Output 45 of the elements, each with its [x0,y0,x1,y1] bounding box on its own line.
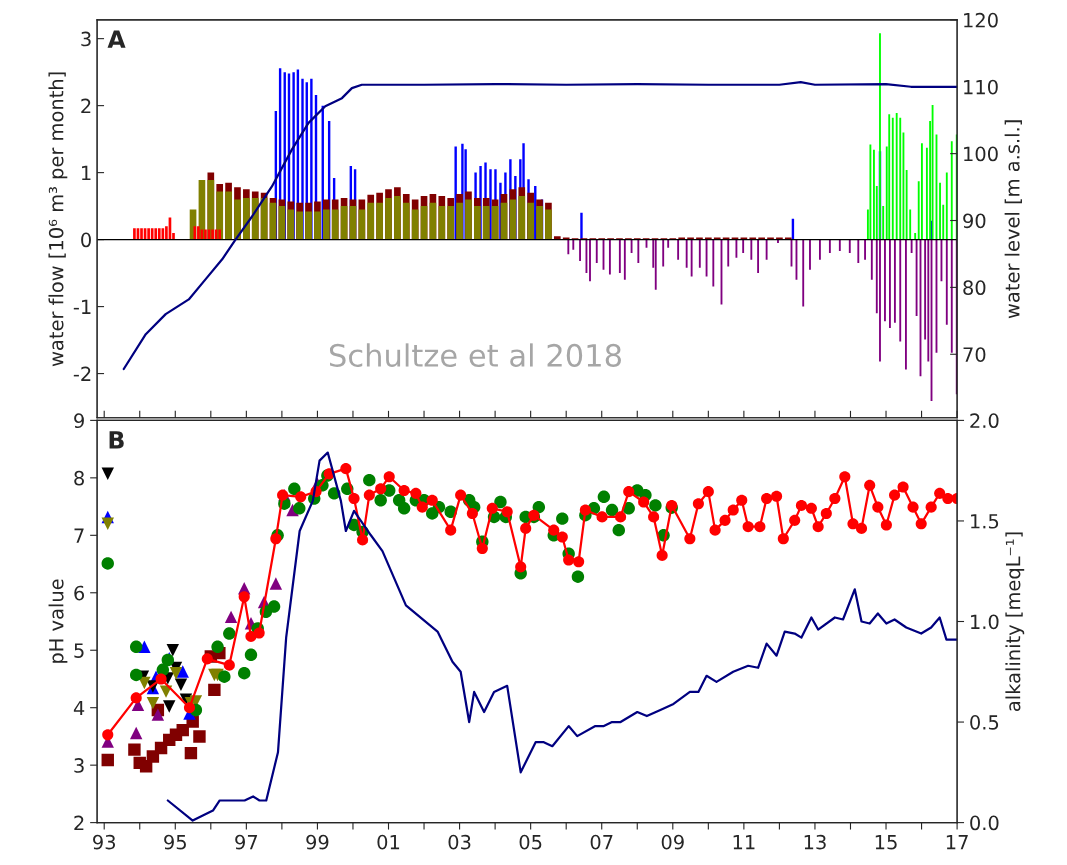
x-tick-label: 13 [804,834,826,850]
y-tick-label: -2 [73,366,91,381]
x-tick-label: 99 [306,834,329,850]
x-tick-label: 05 [519,834,542,850]
y2-axis-title: water level [m a.s.l.] [1004,120,1022,319]
x-tick-label: 09 [661,834,684,850]
chart-title: A [107,30,126,48]
y2-tick-label: 80 [963,280,986,296]
y-tick-label: 5 [74,643,84,658]
y-axis-title: pH value [48,579,68,663]
y2-axis-title: alkalinity [meqL⁻¹] [1005,532,1025,711]
y2-tick-label: 120 [964,12,998,28]
y2-tick-label: 90 [963,213,986,229]
y2-tick-label: 1.5 [971,514,999,529]
y2-tick-label: 0.0 [970,815,999,831]
y-tick-label: 0 [81,232,91,248]
x-tick-label: 93 [93,834,116,850]
x-tick-label: 15 [875,835,897,850]
y-tick-label: 4 [73,700,85,716]
y2-tick-label: 100 [964,146,998,162]
y2-tick-label: 70 [963,347,986,362]
x-tick-label: 11 [733,835,755,850]
x-tick-label: 97 [235,834,258,850]
y-tick-label: 1 [82,165,91,181]
x-tick-label: 03 [448,834,471,850]
x-tick-label: 07 [590,834,613,850]
y2-tick-label: 0.5 [970,715,999,730]
chart-title: B [109,431,124,449]
y-axis-title: water flow [10⁶ m³ per month] [48,72,68,367]
y2-tick-label: 2.0 [970,413,999,429]
y-tick-label: 3 [81,31,91,47]
y-tick-label: -1 [73,299,91,314]
x-tick-label: 01 [377,834,400,850]
annotation: Schultze et al 2018 [329,343,621,367]
x-tick-label: 17 [946,835,968,850]
y-tick-label: 7 [74,528,84,543]
x-tick-label: 95 [164,834,186,850]
y-tick-label: 2 [81,98,91,114]
y-tick-label: 2 [74,815,84,830]
y-tick-label: 8 [74,470,84,486]
y-tick-label: 9 [74,413,84,429]
y-tick-label: 6 [74,585,85,601]
y-tick-label: 3 [74,758,84,773]
y2-tick-label: 110 [964,79,998,95]
y2-tick-label: 1.0 [971,614,999,630]
